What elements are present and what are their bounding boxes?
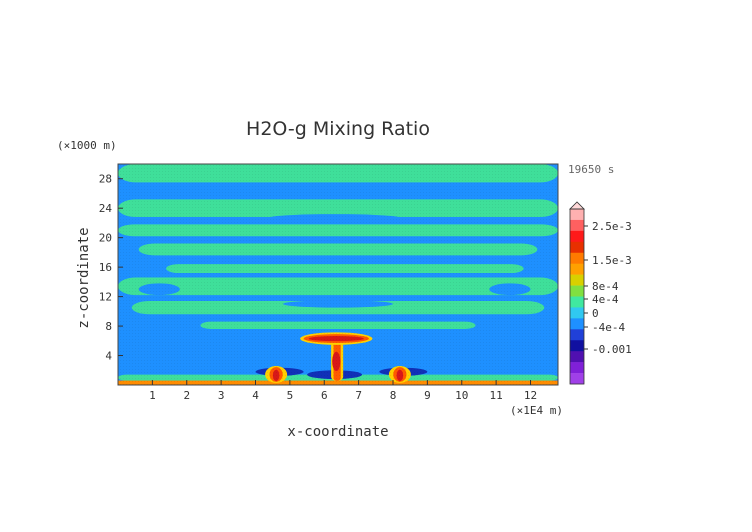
colorbar-swatch: [570, 252, 584, 264]
x-tick-label: 7: [355, 389, 362, 402]
chart-title: H2O-g Mixing Ratio: [246, 118, 430, 140]
colorbar-swatch: [570, 230, 584, 243]
x-unit-label: (×1E4 m): [510, 404, 563, 417]
colorbar-label: 1.5e-3: [592, 254, 632, 267]
colorbar-swatch: [570, 219, 584, 232]
colorbar-label: -4e-4: [592, 321, 625, 334]
colorbar-extend-arrow: [569, 201, 585, 210]
colorbar-label: 0: [592, 307, 599, 320]
x-tick-label: 10: [455, 389, 468, 402]
colorbar-swatch: [570, 274, 584, 286]
x-axis-label: x-coordinate: [287, 424, 388, 440]
colorbar-swatch: [570, 340, 584, 352]
colorbar-label: 4e-4: [592, 293, 619, 306]
plot-frame: [117, 163, 559, 386]
y-tick-label: 4: [105, 350, 112, 363]
colorbar: 2.5e-3 1.5e-3 8e-44e-40-4e-4 -0.001: [569, 201, 632, 385]
colorbar-swatch: [570, 329, 584, 341]
colorbar-frame: [569, 208, 585, 385]
x-tick-label: 6: [321, 389, 328, 402]
colorbar-swatch: [570, 263, 584, 275]
time-label: 19650 s: [568, 163, 614, 176]
colorbar-swatch: [570, 351, 584, 363]
y-tick-label: 8: [105, 320, 112, 333]
y-axis: 4 8 12 16 20 24 28: [99, 173, 123, 363]
x-tick-label: 3: [218, 389, 225, 402]
colorbar-swatch: [570, 307, 584, 319]
x-tick-label: 2: [183, 389, 190, 402]
plot-texture: [118, 164, 558, 385]
colorbar-swatch: [570, 362, 584, 374]
x-tick-label: 9: [424, 389, 431, 402]
y-unit-label: (×1000 m): [57, 139, 117, 152]
x-tick-label: 4: [252, 389, 259, 402]
y-tick-label: 28: [99, 173, 112, 186]
x-tick-label: 11: [490, 389, 503, 402]
x-tick-label: 5: [287, 389, 294, 402]
y-tick-label: 16: [99, 261, 112, 274]
y-axis-label: z-coordinate: [76, 227, 92, 328]
y-tick-label: 24: [99, 202, 113, 215]
colorbar-swatch: [570, 296, 584, 308]
x-tick-label: 1: [149, 389, 156, 402]
colorbar-swatch: [570, 241, 584, 254]
x-tick-label: 8: [390, 389, 397, 402]
colorbar-swatch: [570, 285, 584, 297]
colorbar-label: 8e-4: [592, 280, 619, 293]
x-axis: 1 2 3 4 5 6 7 8 9 10 11 12: [149, 380, 537, 402]
x-tick-label: 12: [524, 389, 537, 402]
y-tick-label: 12: [99, 291, 112, 304]
colorbar-swatch: [570, 318, 584, 330]
y-tick-label: 20: [99, 232, 112, 245]
colorbar-label: -0.001: [592, 343, 632, 356]
colorbar-swatch: [570, 373, 584, 385]
colorbar-label: 2.5e-3: [592, 220, 632, 233]
colorbar-swatch: [570, 209, 584, 221]
